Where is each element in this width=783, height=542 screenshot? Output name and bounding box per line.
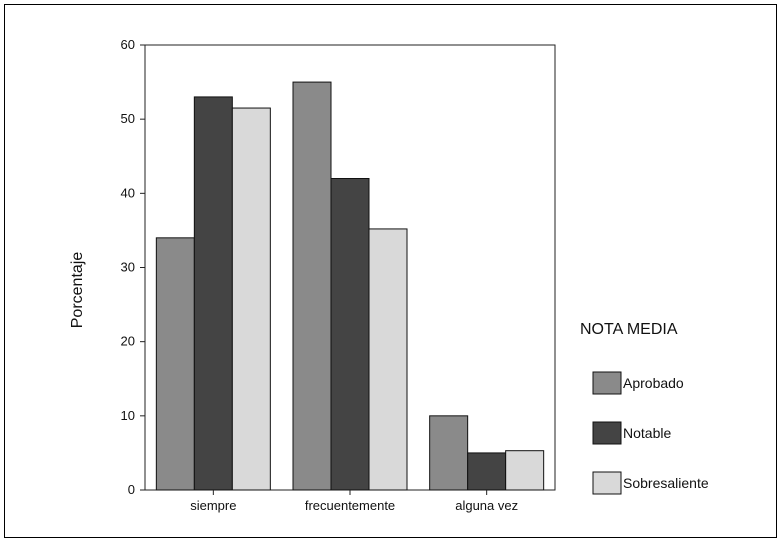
x-tick-label: alguna vez xyxy=(455,498,518,513)
bar-notable-0 xyxy=(193,96,233,491)
bar-aprobado-2 xyxy=(429,415,469,491)
x-tick-label: siempre xyxy=(190,498,236,513)
bar-aprobado-0 xyxy=(155,237,195,491)
legend-label-sobresaliente: Sobresaliente xyxy=(623,475,709,491)
y-tick-label: 40 xyxy=(121,185,135,200)
legend-swatch-sobresaliente xyxy=(592,471,622,495)
x-tick-label: frecuentemente xyxy=(305,498,395,513)
bar-sobresaliente-2 xyxy=(505,450,545,491)
bars-group xyxy=(155,81,545,491)
bar-notable-1 xyxy=(330,178,370,491)
bar-aprobado-1 xyxy=(292,81,332,491)
y-axis-label: Porcentaje xyxy=(69,252,86,329)
legend-title: NOTA MEDIA xyxy=(580,321,678,338)
y-tick-label: 20 xyxy=(121,334,135,349)
bar-sobresaliente-1 xyxy=(368,228,408,491)
y-tick-label: 10 xyxy=(121,408,135,423)
y-tick-label: 60 xyxy=(121,37,135,52)
legend-label-aprobado: Aprobado xyxy=(623,375,684,391)
legend: NOTA MEDIA Aprobado Notable Sobresaliente xyxy=(580,321,709,495)
y-tick-label: 30 xyxy=(121,260,135,275)
legend-swatch-notable xyxy=(592,421,622,445)
bar-notable-2 xyxy=(467,452,507,491)
y-tick-label: 50 xyxy=(121,111,135,126)
y-tick-label: 0 xyxy=(128,482,135,497)
x-axis: siempre frecuentemente alguna vez xyxy=(190,490,518,513)
bar-sobresaliente-0 xyxy=(231,107,271,491)
y-axis: 0 10 20 30 40 50 60 xyxy=(121,37,145,497)
legend-label-notable: Notable xyxy=(623,425,671,441)
legend-swatch-aprobado xyxy=(592,371,622,395)
